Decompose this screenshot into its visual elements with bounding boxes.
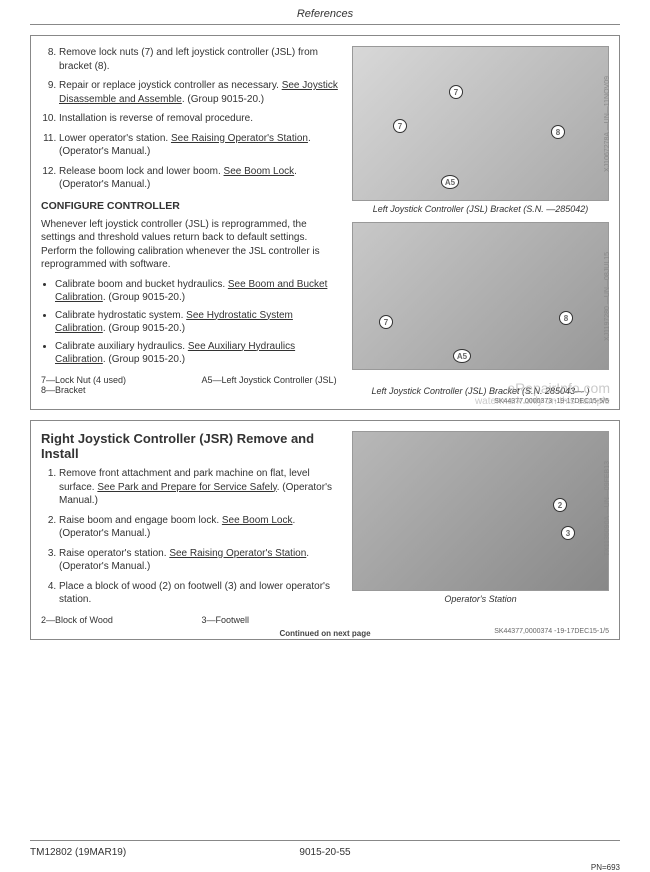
section-1-text: Remove lock nuts (7) and left joystick c…	[41, 46, 342, 396]
legend-8: 8—Bracket	[41, 385, 182, 395]
figure-1-caption: Left Joystick Controller (JSL) Bracket (…	[352, 204, 609, 214]
configure-heading: CONFIGURE CONTROLLER	[41, 200, 342, 212]
link-raising-station-1[interactable]: See Raising Operator's Station	[171, 133, 308, 144]
legend-a5: A5—Left Joystick Controller (JSL)	[202, 375, 343, 385]
step-2-1: Remove front attachment and park machine…	[59, 467, 342, 508]
page-header: References	[30, 0, 620, 25]
header-title: References	[297, 8, 353, 20]
footer-center: 9015-20-55	[30, 847, 620, 858]
page-footer: TM12802 (19MAR19) 9015-20-55 PN=693	[30, 840, 620, 858]
callout-8b: 8	[559, 311, 573, 325]
legend-3: 3—Footwell	[202, 615, 343, 625]
step-12: Release boom lock and lower boom. See Bo…	[59, 165, 342, 192]
callout-3: 3	[561, 526, 575, 540]
step-9: Repair or replace joystick controller as…	[59, 79, 342, 106]
section-2-legend: 2—Block of Wood 3—Footwell	[41, 615, 342, 625]
step-11: Lower operator's station. See Raising Op…	[59, 132, 342, 159]
bullet-aux-hydraulics: Calibrate auxiliary hydraulics. See Auxi…	[55, 340, 342, 367]
figure-jsl-bracket-2: 7 8 A5	[352, 222, 609, 370]
configure-para: Whenever left joystick controller (JSL) …	[41, 218, 342, 272]
legend-2: 2—Block of Wood	[41, 615, 182, 625]
step-10: Installation is reverse of removal proce…	[59, 112, 342, 126]
section-1-legend: 7—Lock Nut (4 used) 8—Bracket A5—Left Jo…	[41, 375, 342, 395]
bullet-boom-bucket: Calibrate boom and bucket hydraulics. Se…	[55, 278, 342, 305]
callout-7b: 7	[393, 119, 407, 133]
section-1-steps: Remove lock nuts (7) and left joystick c…	[41, 46, 342, 192]
step-2-3: Raise operator's station. See Raising Op…	[59, 547, 342, 574]
legend-7: 7—Lock Nut (4 used)	[41, 375, 182, 385]
figure-jsl-bracket-1: 7 7 8 A5	[352, 46, 609, 201]
section-1: Remove lock nuts (7) and left joystick c…	[30, 35, 620, 410]
callout-a5b: A5	[453, 349, 471, 363]
callout-7a: 7	[449, 85, 463, 99]
figure-2-code: XJ1197280 —UN—08JUL15	[604, 252, 611, 341]
step-2-2: Raise boom and engage boom lock. See Boo…	[59, 514, 342, 541]
link-raising-station-2[interactable]: See Raising Operator's Station	[169, 548, 306, 559]
section-2-images: 2 3 TX1135090A —UN—09FEB13 Operator's St…	[352, 431, 609, 625]
callout-8a: 8	[551, 125, 565, 139]
step-2-4: Place a block of wood (2) on footwell (3…	[59, 580, 342, 607]
link-boom-lock-1[interactable]: See Boom Lock	[224, 166, 295, 177]
section-2-steps: Remove front attachment and park machine…	[41, 467, 342, 607]
callout-7c: 7	[379, 315, 393, 329]
figure-3-caption: Operator's Station	[352, 594, 609, 604]
bullet-hydrostatic: Calibrate hydrostatic system. See Hydros…	[55, 309, 342, 336]
figure-operator-station: 2 3	[352, 431, 609, 591]
figure-1-code: XJ1067278A —UN—11NOV09	[604, 76, 611, 172]
figure-3-code: TX1135090A —UN—09FEB13	[604, 461, 611, 556]
link-boom-lock-2[interactable]: See Boom Lock	[222, 515, 293, 526]
callout-a5a: A5	[441, 175, 459, 189]
section-1-images: 7 7 8 A5 XJ1067278A —UN—11NOV09 Left Joy…	[352, 46, 609, 396]
step-8: Remove lock nuts (7) and left joystick c…	[59, 46, 342, 73]
section-2: Right Joystick Controller (JSR) Remove a…	[30, 420, 620, 640]
section-1-doc-code: SK44377,0000373 -19-17DEC15-5/5	[41, 398, 609, 405]
section-2-text: Right Joystick Controller (JSR) Remove a…	[41, 431, 342, 625]
callout-2: 2	[553, 498, 567, 512]
figure-2-caption: Left Joystick Controller (JSL) Bracket (…	[352, 386, 609, 396]
configure-bullets: Calibrate boom and bucket hydraulics. Se…	[41, 278, 342, 367]
link-park-prepare[interactable]: See Park and Prepare for Service Safely	[97, 482, 276, 493]
section-2-title: Right Joystick Controller (JSR) Remove a…	[41, 431, 342, 461]
